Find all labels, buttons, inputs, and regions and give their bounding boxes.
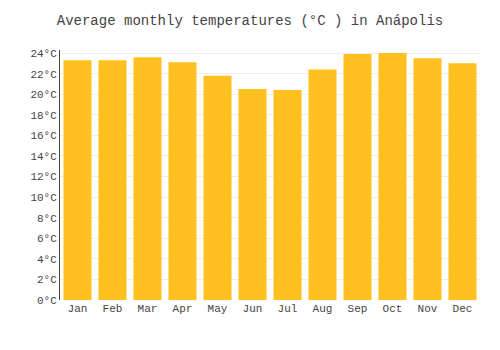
svg-text:10°C: 10°C (30, 192, 57, 204)
svg-text:2°C: 2°C (37, 274, 57, 286)
svg-text:Sep: Sep (348, 303, 368, 315)
svg-text:Mar: Mar (138, 303, 158, 315)
svg-text:Jun: Jun (243, 303, 263, 315)
svg-text:18°C: 18°C (30, 110, 57, 122)
svg-text:Apr: Apr (173, 303, 193, 315)
svg-text:Average monthly temperatures (: Average monthly temperatures (°C ) in An… (57, 13, 443, 29)
svg-text:22°C: 22°C (30, 69, 57, 81)
svg-text:Aug: Aug (313, 303, 333, 315)
svg-text:24°C: 24°C (30, 48, 57, 60)
svg-text:6°C: 6°C (37, 233, 57, 245)
svg-text:Feb: Feb (103, 303, 123, 315)
svg-text:16°C: 16°C (30, 130, 57, 142)
svg-text:12°C: 12°C (30, 171, 57, 183)
svg-text:Dec: Dec (453, 303, 473, 315)
svg-text:14°C: 14°C (30, 151, 57, 163)
svg-text:20°C: 20°C (30, 89, 57, 101)
svg-text:Jul: Jul (278, 303, 298, 315)
svg-text:8°C: 8°C (37, 213, 57, 225)
svg-text:Oct: Oct (383, 303, 403, 315)
svg-text:4°C: 4°C (37, 254, 57, 266)
svg-text:May: May (208, 303, 228, 315)
svg-text:Nov: Nov (418, 303, 438, 315)
svg-text:Jan: Jan (68, 303, 88, 315)
svg-text:0°C: 0°C (37, 295, 57, 307)
